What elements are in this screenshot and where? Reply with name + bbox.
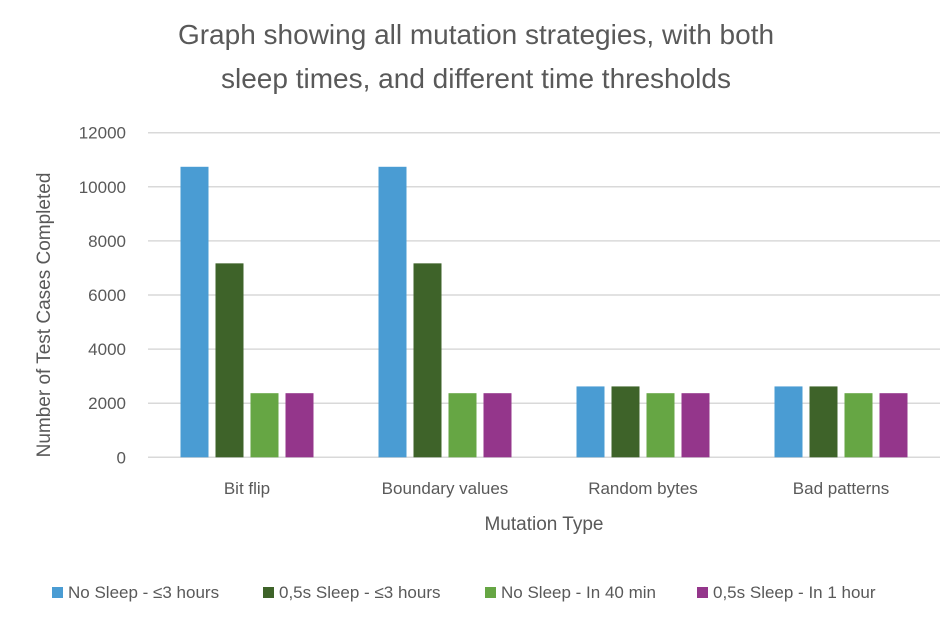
legend-item: No Sleep - In 40 min	[485, 583, 656, 602]
y-tick-label: 8000	[88, 232, 126, 251]
legend-item: 0,5s Sleep - ≤3 hours	[263, 583, 440, 602]
legend-label: No Sleep - In 40 min	[501, 583, 656, 602]
chart-title-line-1: Graph showing all mutation strategies, w…	[178, 19, 774, 50]
legend-swatch	[697, 587, 708, 598]
y-axis-title: Number of Test Cases Completed	[34, 173, 55, 458]
chart-title-line-2: sleep times, and different time threshol…	[221, 63, 731, 94]
y-tick-label: 2000	[88, 394, 126, 413]
bar-random-bytes-series-1	[576, 386, 605, 458]
legend-label: No Sleep - ≤3 hours	[68, 583, 219, 602]
bar-bit-flip-series-2	[215, 263, 244, 458]
y-tick-label: 4000	[88, 340, 126, 359]
legend-swatch	[52, 587, 63, 598]
bar-bit-flip-series-1	[180, 166, 209, 458]
legend-swatch	[485, 587, 496, 598]
y-tick-label: 12000	[79, 124, 126, 143]
y-tick-label: 6000	[88, 286, 126, 305]
bar-bad-patterns-series-3	[844, 393, 873, 458]
bar-bit-flip-series-4	[285, 393, 314, 458]
bar-bad-patterns-series-4	[879, 393, 908, 458]
y-tick-label: 0	[117, 448, 126, 467]
x-tick-label: Bad patterns	[793, 479, 889, 498]
x-tick-label: Random bytes	[588, 479, 698, 498]
legend-label: 0,5s Sleep - In 1 hour	[713, 583, 876, 602]
x-tick-label: Boundary values	[382, 479, 509, 498]
bar-boundary-values-series-2	[413, 263, 442, 458]
legend-label: 0,5s Sleep - ≤3 hours	[279, 583, 440, 602]
x-axis-title: Mutation Type	[484, 514, 603, 535]
bar-random-bytes-series-4	[681, 393, 710, 458]
legend-item: 0,5s Sleep - In 1 hour	[697, 583, 876, 602]
bar-bad-patterns-series-1	[774, 386, 803, 458]
bar-boundary-values-series-4	[483, 393, 512, 458]
bar-random-bytes-series-2	[611, 386, 640, 458]
bar-bad-patterns-series-2	[809, 386, 838, 458]
bar-bit-flip-series-3	[250, 393, 279, 458]
x-tick-label: Bit flip	[224, 479, 270, 498]
bar-boundary-values-series-1	[378, 166, 407, 458]
bar-random-bytes-series-3	[646, 393, 675, 458]
legend-swatch	[263, 587, 274, 598]
legend-item: No Sleep - ≤3 hours	[52, 583, 219, 602]
bar-boundary-values-series-3	[448, 393, 477, 458]
y-tick-label: 10000	[79, 178, 126, 197]
